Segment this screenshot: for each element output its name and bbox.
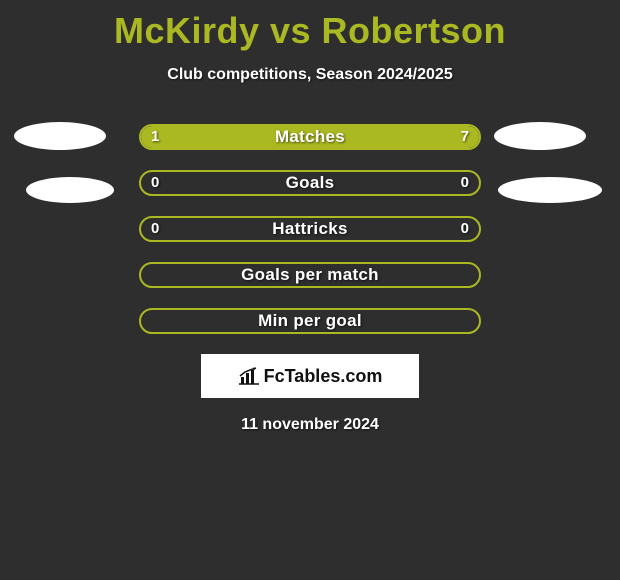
team-badge-left [14,122,106,150]
subtitle: Club competitions, Season 2024/2025 [0,66,620,84]
brand-text: FcTables.com [264,366,383,387]
stat-label: Goals [141,172,479,194]
stat-label: Min per goal [141,310,479,332]
stat-row: 00Goals [139,170,481,196]
barchart-icon [238,367,260,385]
stat-row: Min per goal [139,308,481,334]
page-title: McKirdy vs Robertson [0,0,620,52]
stat-rows: 17Matches 00Goals 00Hattricks Goals per mat… [0,124,620,334]
stat-label: Matches [141,126,479,148]
stat-row: 00Hattricks [139,216,481,242]
team-badge-right [498,177,602,203]
team-badge-left [26,177,114,203]
team-badge-right [494,122,586,150]
brand-box: FcTables.com [201,354,419,398]
stat-label: Goals per match [141,264,479,286]
comparison-infographic: McKirdy vs Robertson Club competitions, … [0,0,620,580]
stat-label: Hattricks [141,218,479,240]
date-text: 11 november 2024 [0,416,620,434]
stat-row: 17Matches [139,124,481,150]
stat-row: Goals per match [139,262,481,288]
